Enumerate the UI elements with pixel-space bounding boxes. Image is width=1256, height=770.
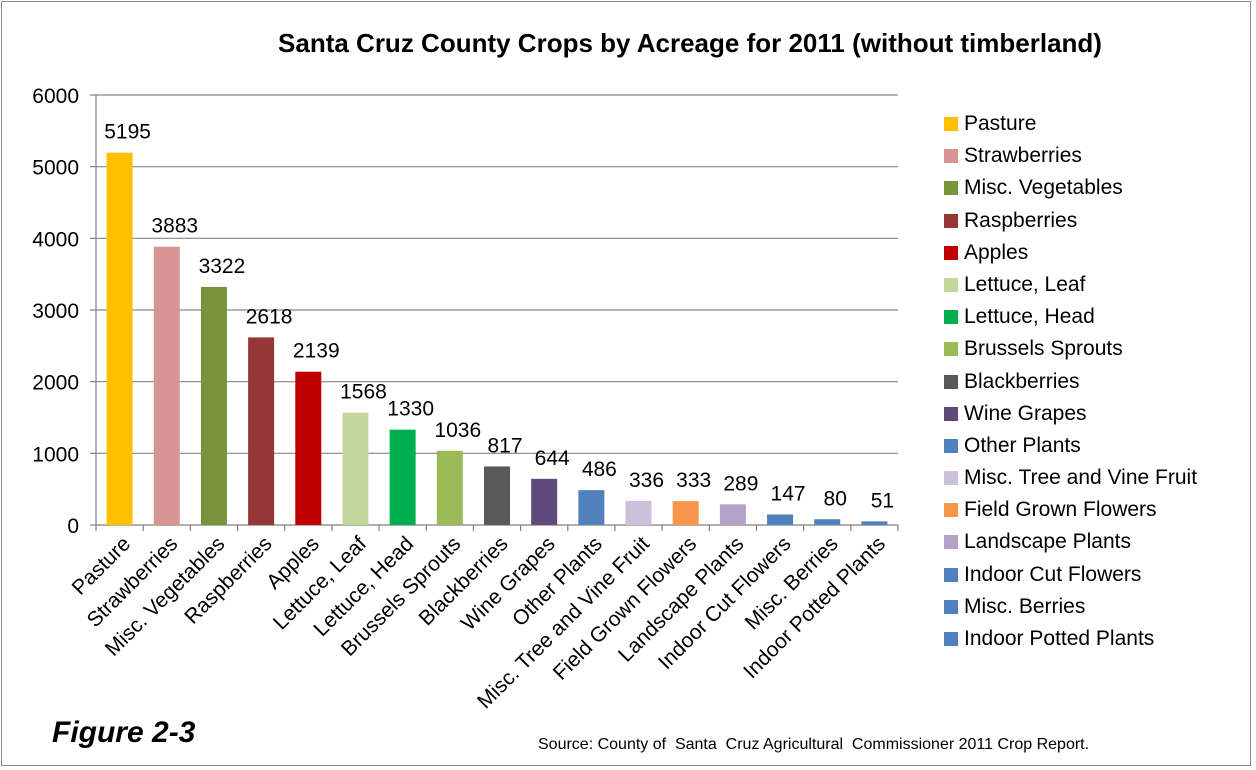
y-tick-label: 3000 [32, 300, 79, 323]
legend-label: Brussels Sprouts [964, 337, 1123, 361]
legend-item: Apples [944, 241, 1197, 273]
legend-item: Field Grown Flowers [944, 498, 1197, 530]
legend-label: Wine Grapes [964, 401, 1087, 425]
legend-label: Lettuce, Head [964, 305, 1095, 329]
legend-label: Indoor Potted Plants [964, 627, 1155, 650]
legend-item: Blackberries [944, 370, 1197, 402]
legend-label: Landscape Plants [964, 530, 1131, 554]
data-label: 147 [771, 482, 806, 505]
y-tick-label: 0 [67, 515, 79, 538]
data-label: 336 [629, 469, 664, 492]
y-tick-label: 2000 [32, 372, 79, 395]
legend-swatch [944, 438, 958, 453]
legend-label: Field Grown Flowers [964, 498, 1157, 522]
legend-swatch [944, 632, 958, 646]
legend-item: Indoor Cut Flowers [944, 563, 1197, 595]
data-label: 2139 [293, 340, 340, 363]
data-label: 1330 [387, 398, 434, 421]
legend-label: Strawberries [964, 144, 1082, 168]
data-label: 3322 [199, 255, 246, 278]
bar [578, 490, 605, 525]
legend-item: Lettuce, Leaf [944, 273, 1197, 305]
legend-item: Other Plants [944, 434, 1197, 466]
legend-label: Raspberries [964, 208, 1078, 232]
legend-label: Blackberries [964, 369, 1080, 393]
legend-item: Misc. Tree and Vine Fruit [944, 466, 1197, 498]
chart-title: Santa Cruz County Crops by Acreage for 2… [278, 28, 1102, 58]
legend-item: Raspberries [944, 209, 1197, 241]
data-label: 5195 [104, 121, 151, 144]
y-tick-label: 5000 [32, 157, 79, 180]
legend-item: Lettuce, Head [944, 305, 1197, 337]
data-label: 2618 [246, 305, 293, 328]
legend-item: Misc. Vegetables [944, 176, 1197, 208]
data-label: 486 [582, 458, 617, 481]
data-label: 289 [723, 472, 758, 495]
legend-item: Misc. Berries [944, 595, 1197, 627]
legend-swatch [944, 342, 958, 357]
legend-swatch [944, 310, 958, 325]
y-tick-label: 1000 [32, 443, 79, 466]
legend-item: Indoor Potted Plants [944, 627, 1197, 659]
legend-item: Wine Grapes [944, 402, 1197, 434]
data-label: 1568 [340, 381, 387, 404]
legend-swatch [944, 503, 958, 518]
legend-label: Misc. Berries [964, 594, 1086, 618]
legend-swatch [944, 406, 958, 421]
legend-label: Indoor Cut Flowers [964, 562, 1142, 586]
bar [153, 246, 180, 526]
legend-item: Strawberries [944, 144, 1197, 176]
data-label: 3883 [151, 215, 198, 238]
legend-swatch [944, 471, 958, 486]
legend-label: Misc. Tree and Vine Fruit [964, 466, 1198, 490]
bar [248, 337, 275, 525]
legend-label: Apples [964, 240, 1029, 264]
legend-label: Pasture [964, 112, 1037, 135]
legend-item: Landscape Plants [944, 530, 1197, 562]
data-label: 51 [871, 489, 894, 512]
bar [295, 371, 322, 525]
legend-swatch [944, 245, 958, 260]
data-label: 80 [824, 487, 847, 510]
legend-item: Pasture [944, 112, 1197, 144]
legend-swatch [944, 149, 958, 164]
figure-label: Figure 2-3 [52, 716, 196, 749]
bar [389, 429, 416, 525]
data-label: 1036 [434, 419, 481, 442]
y-tick-label: 4000 [32, 228, 79, 251]
legend-item: Brussels Sprouts [944, 337, 1197, 369]
legend-swatch [944, 599, 958, 614]
legend-swatch [944, 535, 958, 550]
legend-swatch [944, 277, 958, 292]
bar [342, 412, 369, 525]
bar [484, 466, 510, 525]
bar [625, 500, 652, 525]
legend-label: Misc. Vegetables [964, 176, 1123, 200]
legend-swatch [944, 117, 958, 131]
legend-swatch [944, 213, 958, 228]
bar [719, 504, 746, 525]
bar [861, 521, 888, 525]
data-label: 644 [535, 447, 570, 470]
y-tick-label: 6000 [32, 85, 79, 108]
bar [106, 152, 133, 526]
source-note: Source: County of Santa Cruz Agricultura… [538, 736, 1090, 753]
bar [200, 286, 227, 525]
chart-legend: Pasture Strawberries Misc. Vegetables Raspb… [944, 112, 1197, 659]
bar [672, 501, 699, 525]
bar [436, 450, 463, 525]
legend-swatch [944, 567, 958, 582]
data-label: 333 [676, 469, 711, 492]
bar [767, 514, 794, 525]
bar [814, 519, 841, 525]
legend-swatch [944, 374, 958, 389]
legend-swatch [944, 181, 958, 196]
legend-label: Other Plants [964, 433, 1081, 457]
legend-label: Lettuce, Leaf [964, 272, 1086, 296]
data-label: 817 [487, 434, 522, 457]
bar [531, 478, 558, 525]
